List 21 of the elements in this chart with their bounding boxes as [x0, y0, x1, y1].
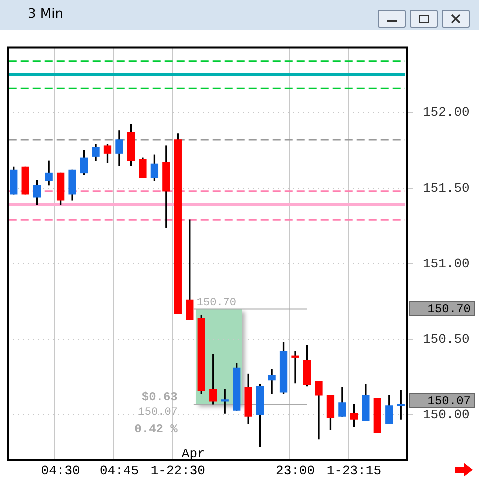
- x-tick-label: 23:00: [276, 464, 316, 479]
- x-tick-label: 04:45: [100, 464, 139, 479]
- text: 150.07: [428, 394, 471, 409]
- y-tick-label: 151.00: [423, 256, 470, 272]
- y-tick-label: 151.50: [423, 180, 470, 196]
- annotation: $0.63: [142, 390, 178, 404]
- candlestick: [268, 369, 276, 394]
- y-tick-label: 152.00: [423, 105, 470, 120]
- ref-line-label: 150.70: [196, 298, 237, 310]
- y-tick-label: 150.00: [423, 407, 470, 422]
- annotation: 0.42 %: [134, 422, 179, 436]
- x-tick-label: 04:30: [41, 464, 80, 479]
- x-tick-label: 1-22:30: [150, 464, 206, 479]
- chart-title: 3 Min: [28, 7, 64, 22]
- y-tick-label: 150.50: [423, 332, 470, 347]
- annotation: Apr: [182, 446, 206, 462]
- candlestick: [292, 351, 300, 384]
- text: 150.70: [428, 302, 471, 316]
- candlestick: [315, 381, 323, 440]
- ref-line-label: 150.07: [138, 406, 178, 419]
- x-tick-label: 1-23:15: [326, 464, 382, 479]
